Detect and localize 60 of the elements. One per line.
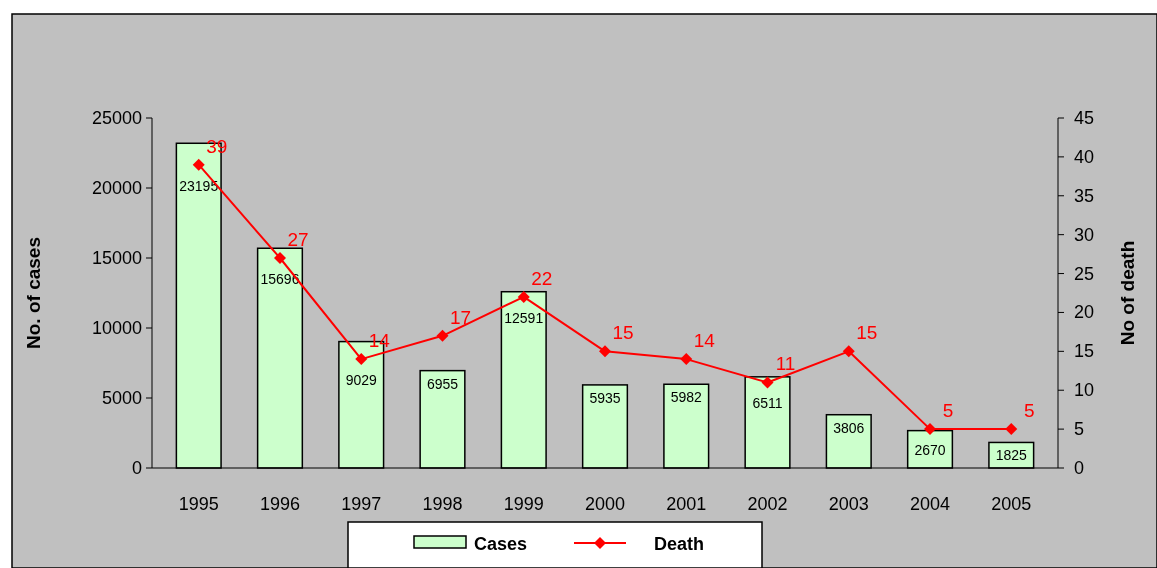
y-tick-label: 25000 [91,108,142,128]
x-tick-label: 2003 [828,494,869,514]
y2-tick-label: 30 [1074,224,1095,245]
x-tick-label: 1997 [341,494,382,514]
point [761,376,774,389]
data-label: 6955 [426,375,459,392]
x-tick-label: 2001 [666,494,707,514]
data-label: 6511 [752,395,783,412]
data-label: 3806 [833,419,865,436]
point [680,353,693,366]
point [517,290,530,303]
data-label: 15 [612,322,634,344]
x-tick-label: 2005 [991,494,1032,514]
data-label: 27 [287,229,309,250]
x-tick-label: 2004 [910,494,951,514]
data-label: 5982 [670,389,703,406]
y-tick-label: 10000 [91,318,142,338]
x-tick-label: 1995 [178,494,219,514]
y2-tick-label: 15 [1074,341,1095,362]
data-label: 5 [1023,400,1035,422]
data-label: 2670 [914,442,946,459]
x-tick-label: 1996 [259,494,300,514]
x-tick-label: 2000 [584,494,626,514]
y2-tick-label: 25 [1074,263,1095,284]
point [355,353,368,366]
point [1005,423,1018,436]
data-label: 14 [693,330,716,352]
y2-tick-label: 35 [1074,185,1095,206]
data-label: 23195 [179,177,219,194]
x-tick-label: 1999 [503,494,544,514]
data-label: 1825 [995,447,1028,464]
y2-axis-title: No of death [1117,240,1138,346]
y2-tick-label: 20 [1074,302,1095,323]
y2-tick-label: 45 [1074,108,1095,128]
data-label: 17 [449,306,472,328]
data-label: 5 [942,400,954,422]
y2-tick-label: 10 [1074,380,1095,401]
point [273,252,286,264]
y2-tick-label: 0 [1074,458,1085,478]
point [436,329,449,342]
y-tick-label: 15000 [91,248,142,268]
legend-label: Death [654,534,705,554]
point [599,345,611,358]
data-label: 9029 [345,372,378,389]
x-tick-label: 2002 [747,494,788,514]
data-label: 22 [531,267,553,289]
x-tick-label: 1998 [422,494,463,514]
y2-tick-label: 40 [1074,146,1095,167]
data-label: 15 [856,322,878,344]
data-label: 11 [775,353,796,375]
data-label: 5935 [589,389,621,406]
y-tick-label: 20000 [91,178,142,198]
y-tick-label: 5000 [101,388,142,408]
y2-tick-label: 5 [1074,419,1085,440]
y-tick-label: 0 [131,458,142,478]
data-label: 12591 [504,309,544,326]
legend-label: Cases [474,534,528,554]
point [842,345,855,358]
point [192,158,205,171]
y-axis-title: No. of cases [23,237,44,349]
